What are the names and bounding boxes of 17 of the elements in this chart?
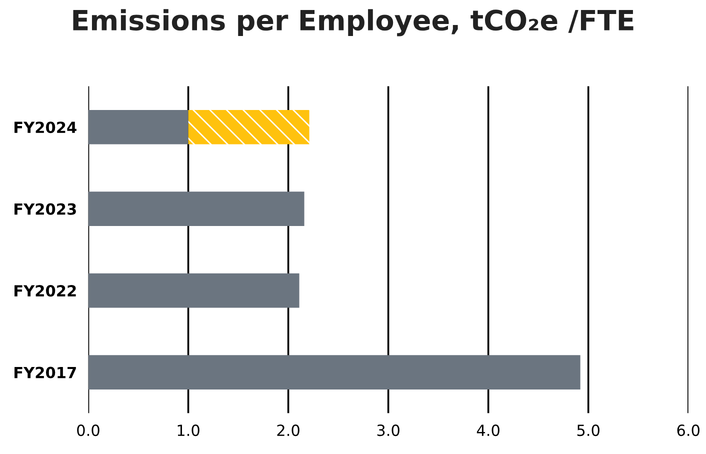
x-tick-label: 4.0 bbox=[476, 424, 500, 436]
bar bbox=[88, 273, 300, 308]
x-tick-label: 0.0 bbox=[77, 424, 100, 436]
y-tick-label: FY2022 bbox=[14, 285, 76, 297]
x-tick-label: 3.0 bbox=[377, 424, 400, 436]
x-tick-label: 1.0 bbox=[178, 424, 200, 436]
chart-title: Emissions per Employee, tCO₂e /FTE bbox=[73, 9, 634, 36]
bar bbox=[88, 355, 580, 390]
x-tick-label: 5.0 bbox=[577, 424, 600, 436]
y-tick-label: FY2024 bbox=[14, 122, 76, 134]
bar bbox=[188, 110, 310, 144]
y-tick-label: FY2017 bbox=[14, 366, 76, 378]
x-tick-label: 6.0 bbox=[677, 424, 700, 436]
x-tick-label: 2.0 bbox=[277, 424, 300, 436]
y-tick-label: FY2023 bbox=[14, 203, 76, 215]
bar bbox=[88, 192, 304, 226]
bar bbox=[88, 110, 188, 144]
